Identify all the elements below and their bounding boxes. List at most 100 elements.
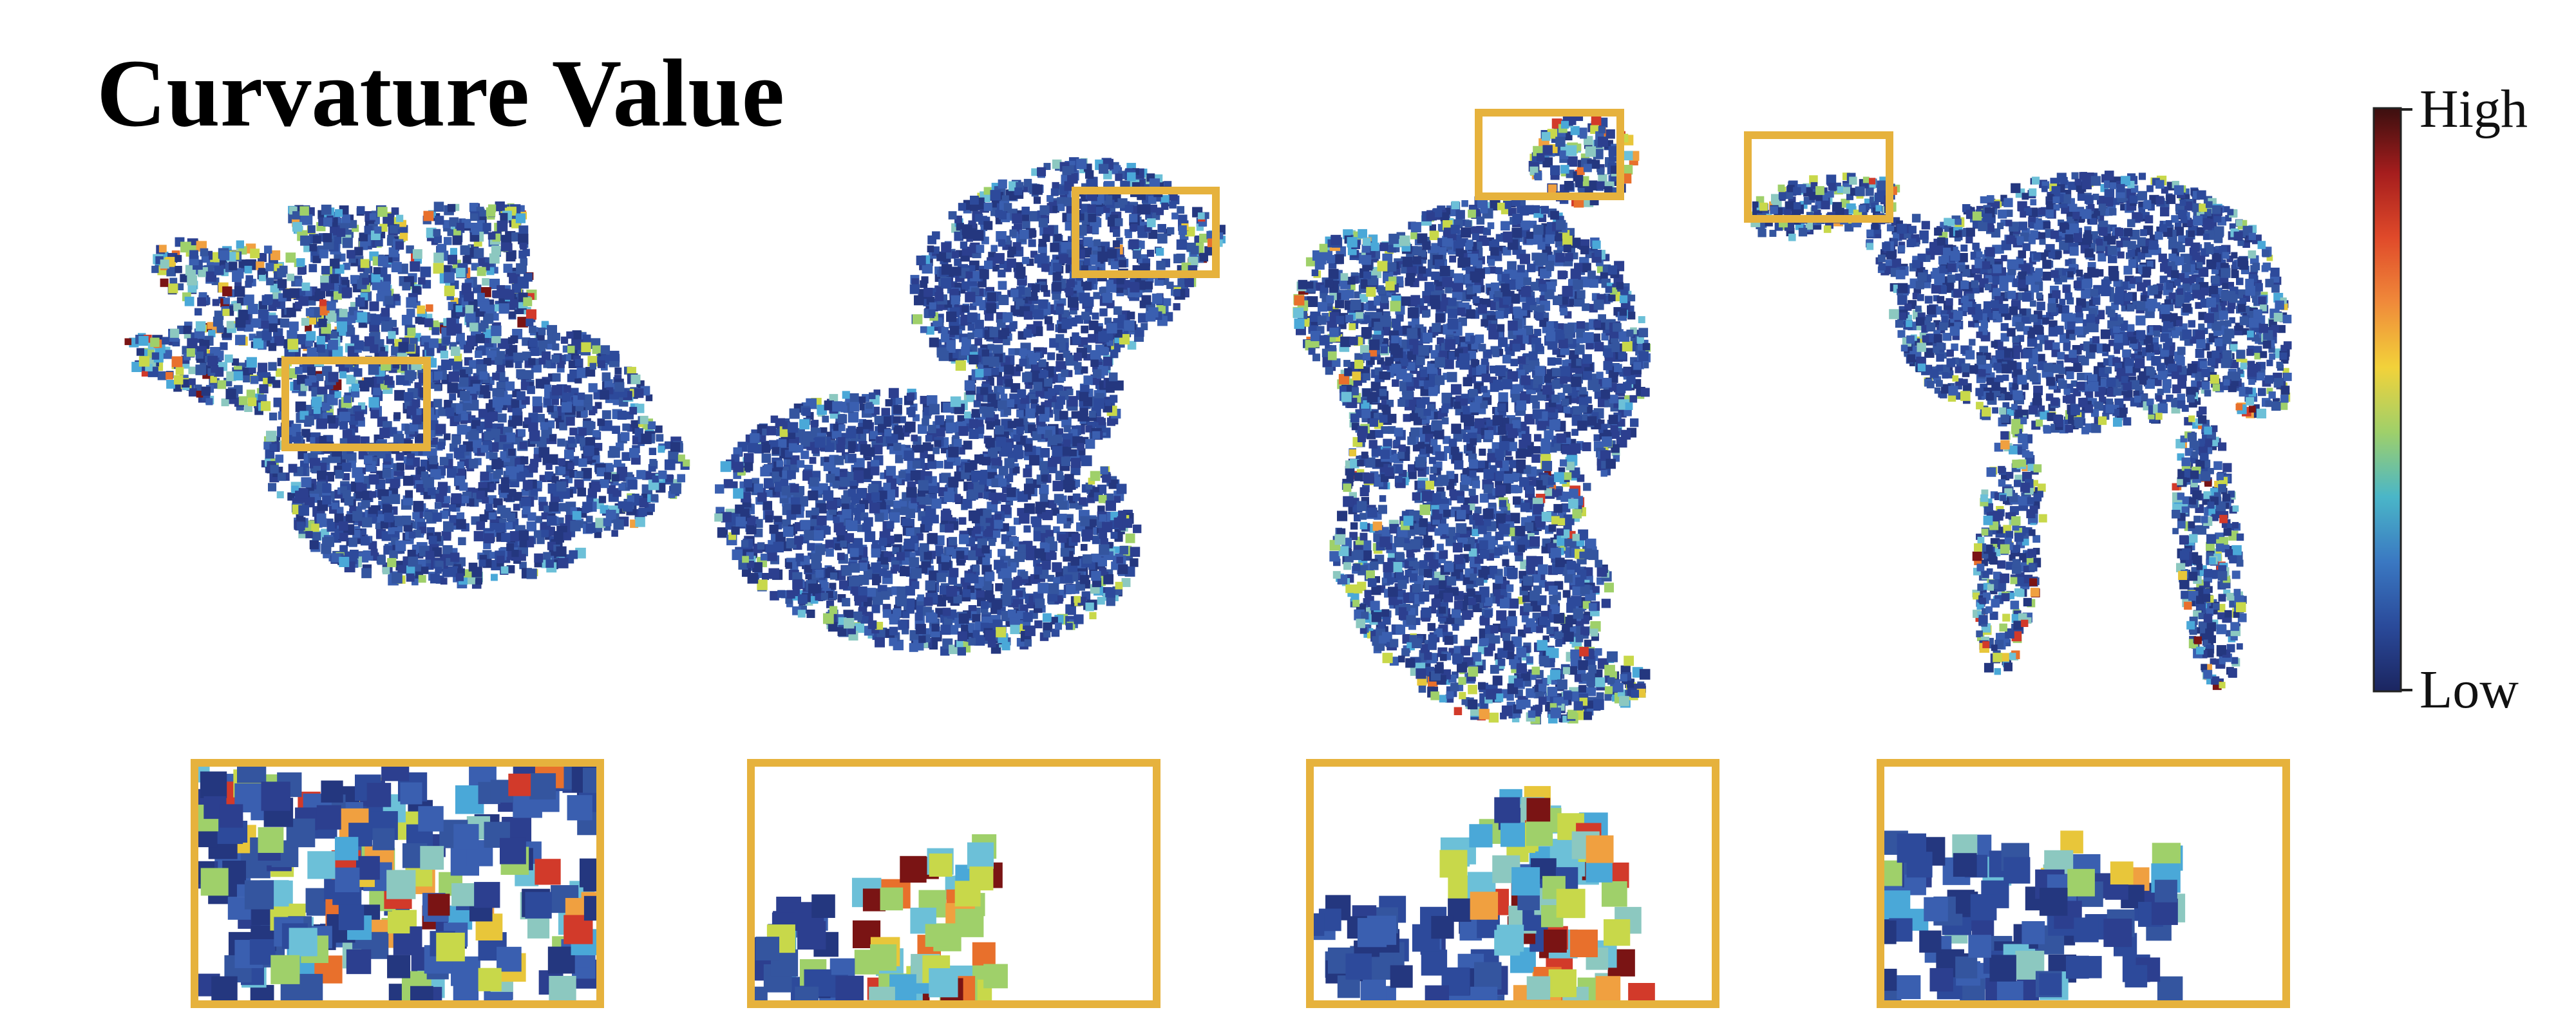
point <box>354 411 365 421</box>
point <box>482 278 489 286</box>
point <box>1028 454 1040 466</box>
point <box>328 371 339 382</box>
point <box>384 512 394 523</box>
point <box>870 466 880 476</box>
point <box>301 282 310 291</box>
point <box>380 521 388 529</box>
point <box>520 257 528 266</box>
point <box>592 430 600 438</box>
point <box>971 409 981 418</box>
point <box>354 368 363 377</box>
point <box>1176 253 1186 263</box>
point <box>352 510 363 521</box>
point <box>323 218 332 227</box>
point <box>559 503 568 512</box>
point <box>1046 195 1054 202</box>
point <box>558 458 565 466</box>
point <box>1021 257 1030 265</box>
point <box>1003 577 1013 587</box>
point <box>1090 359 1099 367</box>
point <box>369 301 379 312</box>
point <box>500 507 511 519</box>
point <box>842 597 851 607</box>
point <box>988 539 996 547</box>
point <box>950 326 960 335</box>
point <box>983 202 992 211</box>
point <box>245 281 252 288</box>
point <box>1013 444 1023 454</box>
point <box>523 297 533 306</box>
point <box>838 580 848 590</box>
point <box>319 299 327 306</box>
point <box>289 288 300 299</box>
point <box>509 274 518 284</box>
point <box>414 433 425 444</box>
point <box>376 377 384 384</box>
point <box>424 318 433 328</box>
point <box>797 594 808 604</box>
point <box>395 241 404 250</box>
point <box>433 201 444 212</box>
point <box>266 431 277 442</box>
point <box>512 415 523 426</box>
point <box>649 458 657 467</box>
point <box>358 519 366 527</box>
point <box>459 377 469 387</box>
point <box>547 406 554 413</box>
point <box>174 375 184 385</box>
point <box>316 471 327 480</box>
point <box>480 445 489 453</box>
point <box>1099 514 1106 522</box>
point <box>554 530 564 541</box>
point <box>938 351 949 361</box>
point <box>1089 612 1097 619</box>
point <box>1007 258 1016 268</box>
point <box>201 386 211 396</box>
point <box>483 541 491 550</box>
point <box>505 360 513 368</box>
point <box>370 314 381 325</box>
point <box>497 220 508 232</box>
point <box>299 206 309 216</box>
point <box>301 477 312 488</box>
point <box>429 382 436 389</box>
point <box>316 335 325 345</box>
point <box>1105 500 1116 511</box>
point <box>860 595 867 603</box>
point <box>184 296 194 306</box>
point <box>1090 351 1099 360</box>
point <box>210 376 217 383</box>
point <box>482 496 489 504</box>
point <box>444 433 451 440</box>
point <box>195 364 206 375</box>
point <box>162 337 170 345</box>
point <box>638 507 647 517</box>
point <box>321 457 330 465</box>
point <box>522 248 530 257</box>
point <box>597 360 605 368</box>
point <box>572 330 582 340</box>
point <box>516 263 527 274</box>
point <box>402 282 411 291</box>
point <box>186 348 195 357</box>
point <box>295 366 303 375</box>
point <box>508 449 515 456</box>
point <box>569 550 578 559</box>
point <box>459 482 468 491</box>
point <box>497 364 505 373</box>
point <box>285 252 296 263</box>
point <box>1070 458 1081 468</box>
point <box>527 386 535 395</box>
point <box>370 548 378 556</box>
point <box>961 281 970 290</box>
point <box>567 462 574 469</box>
point <box>476 521 486 530</box>
point <box>526 568 537 579</box>
point <box>200 360 207 368</box>
point <box>1048 552 1057 560</box>
point <box>981 349 989 357</box>
point <box>424 512 432 519</box>
point <box>462 283 472 293</box>
point <box>1063 439 1071 447</box>
point <box>138 335 149 346</box>
